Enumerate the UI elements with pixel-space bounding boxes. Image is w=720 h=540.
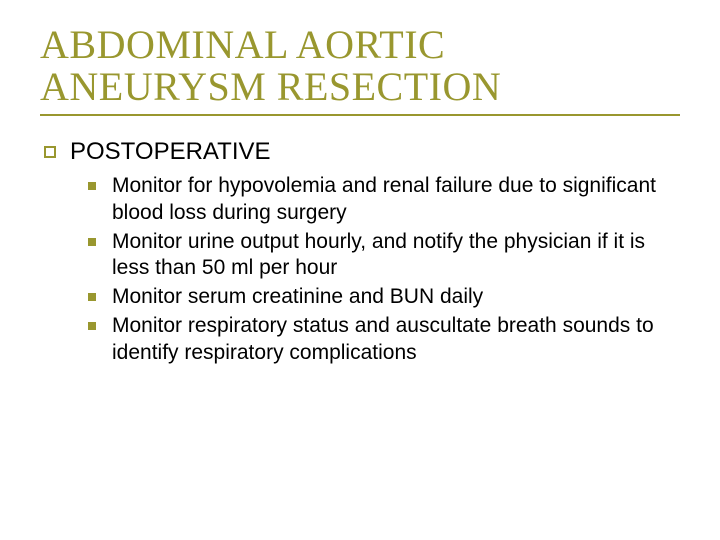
filled-square-bullet-icon [88,293,96,301]
list-item: Monitor respiratory status and auscultat… [88,313,680,367]
list-item: Monitor for hypovolemia and renal failur… [88,173,680,227]
level2-text: Monitor respiratory status and auscultat… [112,313,672,367]
filled-square-bullet-icon [88,322,96,330]
list-item: Monitor urine output hourly, and notify … [88,229,680,283]
level2-text: Monitor for hypovolemia and renal failur… [112,173,672,227]
level1-row: POSTOPERATIVE [44,138,680,167]
title-line-2: ANEURYSM RESECTION [40,64,501,109]
title-line-1: ABDOMINAL AORTIC [40,22,445,67]
level2-text: Monitor urine output hourly, and notify … [112,229,672,283]
level1-text: POSTOPERATIVE [70,138,271,167]
title-underline [40,114,680,116]
level1-item: POSTOPERATIVE Monitor for hypovolemia an… [44,138,680,367]
level2-text: Monitor serum creatinine and BUN daily [112,284,483,311]
slide-title: ABDOMINAL AORTIC ANEURYSM RESECTION [40,24,680,108]
level2-list: Monitor for hypovolemia and renal failur… [88,173,680,367]
open-square-bullet-icon [44,146,56,158]
filled-square-bullet-icon [88,238,96,246]
filled-square-bullet-icon [88,182,96,190]
slide: ABDOMINAL AORTIC ANEURYSM RESECTION POST… [0,0,720,540]
list-item: Monitor serum creatinine and BUN daily [88,284,680,311]
